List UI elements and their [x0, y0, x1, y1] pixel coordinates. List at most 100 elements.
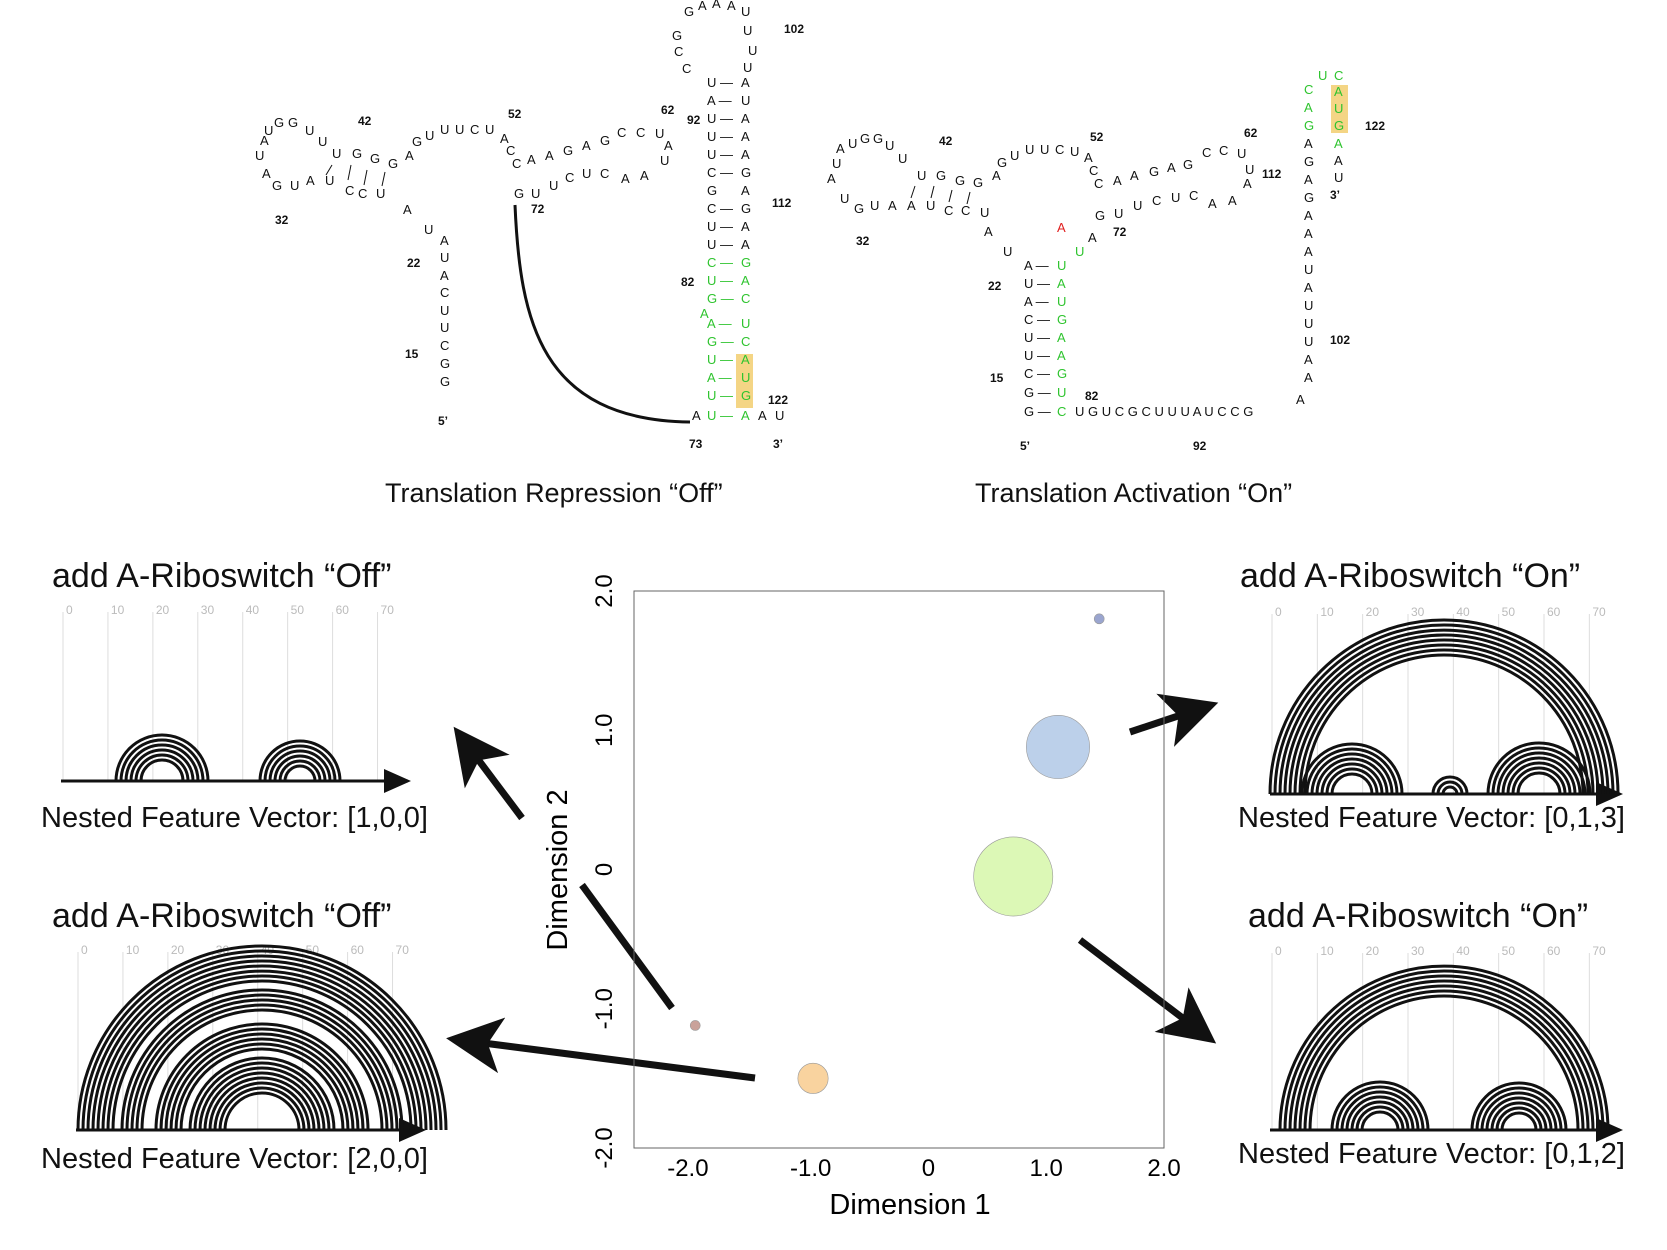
base-pair-arc — [1345, 1095, 1415, 1131]
svg-text:C —: C — — [1024, 312, 1050, 327]
svg-text:U: U — [840, 191, 849, 206]
svg-text:U: U — [870, 198, 879, 213]
svg-text:62: 62 — [1244, 126, 1258, 140]
svg-text:G: G — [854, 201, 864, 216]
svg-text:G: G — [1149, 164, 1159, 179]
svg-text:U: U — [305, 123, 314, 138]
arc-tick-label: 30 — [201, 603, 215, 617]
svg-text:U: U — [376, 186, 385, 201]
svg-text:U: U — [582, 166, 591, 181]
scatter-point-3 — [797, 1062, 829, 1094]
svg-text:U: U — [1334, 170, 1343, 185]
arc-tick-label: 50 — [291, 603, 305, 617]
svg-text:22: 22 — [407, 256, 421, 270]
svg-text:C: C — [1152, 193, 1161, 208]
svg-text:U: U — [1304, 334, 1313, 349]
svg-text:A: A — [836, 141, 845, 156]
svg-text:C: C — [1219, 143, 1228, 158]
arc-tick-label: 70 — [381, 603, 395, 617]
svg-text:U: U — [440, 320, 449, 335]
svg-text:A: A — [741, 408, 750, 423]
svg-text:G: G — [741, 255, 751, 270]
base-pair-arc — [1303, 989, 1585, 1131]
svg-text:G: G — [1095, 208, 1105, 223]
svg-text:G: G — [412, 134, 422, 149]
y-tick-label: 1.0 — [591, 714, 618, 747]
svg-text:G: G — [1183, 157, 1193, 172]
svg-text:A: A — [1084, 150, 1093, 165]
off-nucleotide-numbers: 42 52 62 102 92 112 32 72 22 82 15 122 5… — [275, 22, 804, 451]
svg-text:A —: A — — [707, 93, 732, 108]
scatter-point-4 — [689, 1020, 701, 1031]
svg-text:U: U — [455, 122, 464, 137]
svg-text:A: A — [1243, 176, 1252, 191]
top-left-panel-title: add A-Riboswitch “Off” — [52, 557, 392, 595]
svg-text:U —: U — — [707, 408, 733, 423]
base-pair-arc — [273, 754, 327, 782]
arc-tick-label: 40 — [1456, 944, 1470, 958]
svg-text:C: C — [617, 125, 626, 140]
svg-text:G: G — [274, 115, 284, 130]
top-right-vector-label: Nested Feature Vector: [0,1,3] — [1238, 802, 1625, 834]
svg-text:G: G — [955, 173, 965, 188]
base-pair-arc — [1298, 984, 1590, 1131]
base-pair-arc — [96, 964, 428, 1131]
svg-text:U —: U — — [1024, 276, 1050, 291]
base-pair-arc — [1480, 1091, 1558, 1131]
svg-text:5’: 5’ — [1020, 439, 1030, 453]
arc-tick-label: 10 — [111, 603, 125, 617]
base-pair-arc — [154, 1022, 370, 1131]
svg-text:C: C — [600, 166, 609, 181]
svg-text:U G U C G C U U U A U C C G: U G U C G C U U U A U C C G — [1075, 404, 1253, 419]
svg-text:C: C — [636, 125, 645, 140]
svg-text:G: G — [936, 168, 946, 183]
svg-text:A: A — [1057, 220, 1066, 235]
on-p1-stem: A — U U — A A — U C — G U — A U — A C — G G — U … — [1024, 258, 1253, 419]
svg-text:G: G — [514, 186, 524, 201]
svg-text:U: U — [1057, 385, 1066, 400]
svg-text:U —: U — — [707, 111, 733, 126]
base-pair-arc — [114, 733, 210, 782]
svg-text:G: G — [1304, 118, 1314, 133]
svg-text:A: A — [741, 129, 750, 144]
svg-text:U: U — [898, 151, 907, 166]
base-pair-arc — [258, 739, 342, 782]
svg-text:U —: U — — [707, 352, 733, 367]
base-pair-arc — [1485, 1096, 1553, 1131]
svg-text:U: U — [1133, 198, 1142, 213]
base-pair-arc — [1310, 752, 1394, 795]
svg-text:C: C — [565, 170, 574, 185]
arc-tick-label: 70 — [1592, 944, 1606, 958]
base-pair-arc — [1268, 618, 1620, 795]
arrow-to-top-right — [1128, 693, 1219, 747]
y-axis-title: Dimension 2 — [542, 789, 574, 950]
svg-text:G: G — [672, 28, 682, 43]
svg-text:U: U — [531, 186, 540, 201]
base-pair-arc — [120, 988, 404, 1131]
arc-tick-label: 60 — [351, 943, 365, 957]
x-tick-label: 0 — [922, 1155, 935, 1182]
svg-text:A: A — [1057, 330, 1066, 345]
base-pair-arc — [101, 969, 423, 1131]
arc-tick-label: 40 — [1456, 605, 1470, 619]
x-tick-label: -2.0 — [667, 1155, 708, 1182]
svg-text:U: U — [926, 198, 935, 213]
svg-text:U: U — [440, 303, 449, 318]
svg-text:C: C — [1304, 82, 1313, 97]
svg-text:A: A — [1130, 168, 1139, 183]
off-structure-caption: Translation Repression “Off” — [385, 478, 723, 508]
svg-text:82: 82 — [1085, 389, 1099, 403]
svg-text:G —: G — — [1024, 404, 1051, 419]
base-pair-arc — [1436, 780, 1464, 795]
svg-text:C: C — [440, 285, 449, 300]
svg-text:A: A — [758, 408, 767, 423]
base-pair-arc — [1350, 1100, 1410, 1131]
arc-tick-label: 70 — [396, 943, 410, 957]
svg-text:G: G — [741, 388, 751, 403]
on-nucleotide-numbers: 42 52 62 122 112 32 72 22 102 15 82 5’ 9… — [856, 119, 1385, 453]
svg-text:73: 73 — [689, 437, 703, 451]
svg-text:A: A — [712, 0, 721, 11]
base-pair-arc — [268, 749, 332, 782]
svg-text:A: A — [262, 166, 271, 181]
arc-tick-label: 20 — [171, 943, 185, 957]
